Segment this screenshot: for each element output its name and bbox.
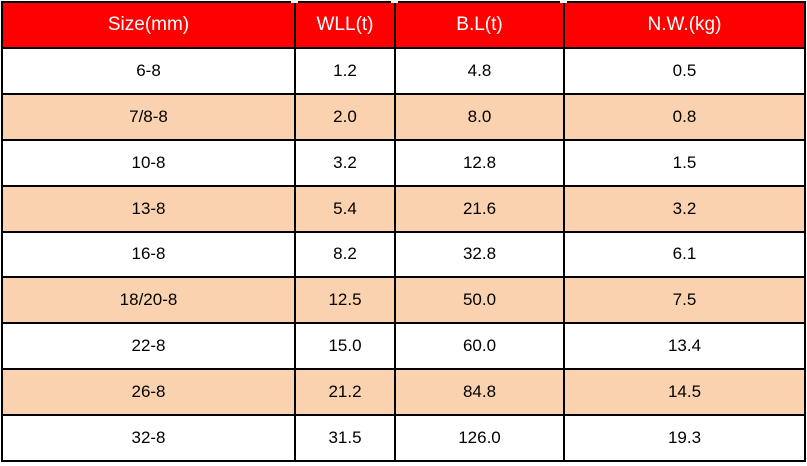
cell-bl: 84.8 <box>394 368 565 416</box>
cell-nw: 3.2 <box>563 184 806 233</box>
cell-size: 13-8 <box>1 184 296 233</box>
cell-nw: 0.8 <box>563 92 806 141</box>
header-cell-nw: N.W.(kg) <box>563 1 806 49</box>
cell-bl: 32.8 <box>394 230 565 279</box>
table-row: 26-8 21.2 84.8 14.5 <box>1 368 806 416</box>
table-row: 22-8 15.0 60.0 13.4 <box>1 322 806 371</box>
cell-bl: 8.0 <box>394 92 565 141</box>
cell-size: 22-8 <box>1 322 296 371</box>
header-cell-bl: B.L(t) <box>394 1 565 49</box>
cell-size: 26-8 <box>1 368 296 416</box>
header-cell-size: Size(mm) <box>1 1 296 49</box>
header-row: Size(mm) WLL(t) B.L(t) N.W.(kg) <box>1 1 806 49</box>
cell-wll: 5.4 <box>294 184 396 233</box>
top-border-notch <box>391 0 398 3</box>
cell-bl: 12.8 <box>394 138 565 187</box>
table-row: 32-8 31.5 126.0 19.3 <box>1 414 806 462</box>
table-row: 16-8 8.2 32.8 6.1 <box>1 230 806 279</box>
cell-wll: 21.2 <box>294 368 396 416</box>
table-row: 13-8 5.4 21.6 3.2 <box>1 184 806 233</box>
cell-nw: 6.1 <box>563 230 806 279</box>
top-border-notch <box>291 0 298 3</box>
cell-wll: 8.2 <box>294 230 396 279</box>
cell-size: 32-8 <box>1 414 296 462</box>
cell-nw: 1.5 <box>563 138 806 187</box>
header-cell-wll: WLL(t) <box>294 1 396 49</box>
top-border-notch <box>560 0 567 3</box>
cell-wll: 2.0 <box>294 92 396 141</box>
cell-size: 10-8 <box>1 138 296 187</box>
cell-nw: 0.5 <box>563 47 806 95</box>
cell-nw: 7.5 <box>563 276 806 325</box>
cell-nw: 13.4 <box>563 322 806 371</box>
cell-nw: 19.3 <box>563 414 806 462</box>
cell-size: 7/8-8 <box>1 92 296 141</box>
table-row: 7/8-8 2.0 8.0 0.8 <box>1 92 806 141</box>
table-row: 6-8 1.2 4.8 0.5 <box>1 47 806 95</box>
cell-bl: 4.8 <box>394 47 565 95</box>
cell-wll: 3.2 <box>294 138 396 187</box>
cell-bl: 60.0 <box>394 322 565 371</box>
cell-size: 16-8 <box>1 230 296 279</box>
cell-wll: 1.2 <box>294 47 396 95</box>
cell-bl: 50.0 <box>394 276 565 325</box>
cell-wll: 31.5 <box>294 414 396 462</box>
table-row: 10-8 3.2 12.8 1.5 <box>1 138 806 187</box>
cell-bl: 21.6 <box>394 184 565 233</box>
cell-wll: 12.5 <box>294 276 396 325</box>
cell-size: 6-8 <box>1 47 296 95</box>
cell-size: 18/20-8 <box>1 276 296 325</box>
cell-bl: 126.0 <box>394 414 565 462</box>
cell-wll: 15.0 <box>294 322 396 371</box>
cell-nw: 14.5 <box>563 368 806 416</box>
table-row: 18/20-8 12.5 50.0 7.5 <box>1 276 806 325</box>
